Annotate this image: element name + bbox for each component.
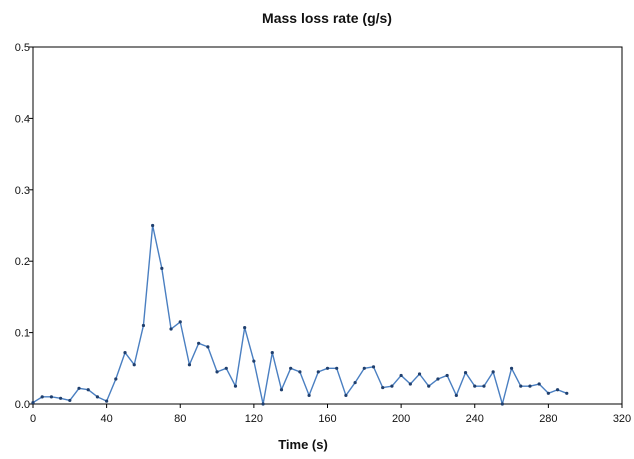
plot-area-frame <box>32 46 623 405</box>
data-point <box>114 377 118 381</box>
data-point <box>436 377 440 381</box>
x-axis-label: Time (s) <box>278 437 328 452</box>
data-point <box>49 395 54 399</box>
data-point <box>233 384 238 388</box>
y-tick-label: 0.5 <box>15 42 30 54</box>
data-point <box>243 326 247 330</box>
data-point <box>537 382 541 386</box>
data-point <box>473 384 477 388</box>
data-point <box>59 396 63 400</box>
data-point <box>206 345 210 349</box>
data-point <box>463 370 468 375</box>
data-point <box>353 380 357 385</box>
data-point <box>381 385 385 390</box>
data-point <box>31 400 35 405</box>
y-tick-label: 0.4 <box>15 113 30 125</box>
data-point <box>500 402 504 406</box>
x-axis-ticks: 0 40 80 120 160 200 240 280 320 <box>30 404 631 425</box>
data-point <box>344 393 348 398</box>
data-point <box>546 391 550 395</box>
data-point <box>316 370 320 374</box>
data-point <box>454 393 458 398</box>
data-point <box>482 384 486 388</box>
series-line <box>32 224 568 405</box>
x-tick-label: 0 <box>30 413 36 425</box>
data-point <box>519 384 523 388</box>
data-point <box>77 386 81 390</box>
data-point <box>123 350 127 355</box>
data-point <box>298 370 302 374</box>
data-point <box>427 384 431 388</box>
data-point <box>105 399 109 403</box>
data-point <box>169 327 173 331</box>
x-tick-label: 240 <box>466 413 484 425</box>
data-point <box>289 366 293 370</box>
data-point <box>132 363 136 367</box>
data-point <box>270 350 274 355</box>
x-tick-label: 80 <box>174 413 186 425</box>
data-point <box>151 223 155 228</box>
x-tick-label: 160 <box>318 413 336 425</box>
x-tick-label: 280 <box>539 413 557 425</box>
data-point <box>325 366 330 370</box>
y-axis-ticks: 0.0 0.1 0.2 0.3 0.4 0.5 <box>15 42 33 411</box>
x-tick-label: 320 <box>613 413 631 425</box>
data-point <box>528 384 532 388</box>
chart-title: Mass loss rate (g/s) <box>262 10 392 26</box>
x-tick-label: 200 <box>392 413 410 425</box>
data-point <box>261 402 265 406</box>
data-point <box>252 359 256 363</box>
data-point <box>160 266 164 270</box>
y-tick-label: 0.3 <box>15 185 30 197</box>
data-point <box>307 393 311 398</box>
data-point <box>86 388 90 392</box>
data-point <box>224 366 228 370</box>
data-point <box>141 323 146 328</box>
data-point <box>555 388 560 392</box>
data-point <box>371 365 376 369</box>
data-point <box>399 373 403 378</box>
data-point <box>509 366 514 370</box>
data-point <box>445 373 449 378</box>
data-point <box>215 370 219 374</box>
y-tick-label: 0.2 <box>15 256 30 268</box>
data-point <box>390 384 394 388</box>
data-point <box>362 366 366 370</box>
x-tick-label: 120 <box>245 413 263 425</box>
series-layer <box>31 223 569 406</box>
data-point <box>408 382 412 386</box>
y-tick-label: 0.1 <box>15 328 30 340</box>
data-point <box>187 363 192 367</box>
data-point <box>335 366 339 370</box>
data-point <box>68 398 72 403</box>
data-point <box>40 395 44 399</box>
data-point <box>197 341 201 345</box>
x-tick-label: 40 <box>101 413 113 425</box>
data-point <box>178 320 182 324</box>
data-point <box>491 370 495 374</box>
data-point <box>95 395 100 399</box>
y-tick-label: 0.0 <box>15 399 30 411</box>
data-point <box>417 372 422 376</box>
data-point <box>279 388 284 392</box>
data-point <box>565 391 569 395</box>
